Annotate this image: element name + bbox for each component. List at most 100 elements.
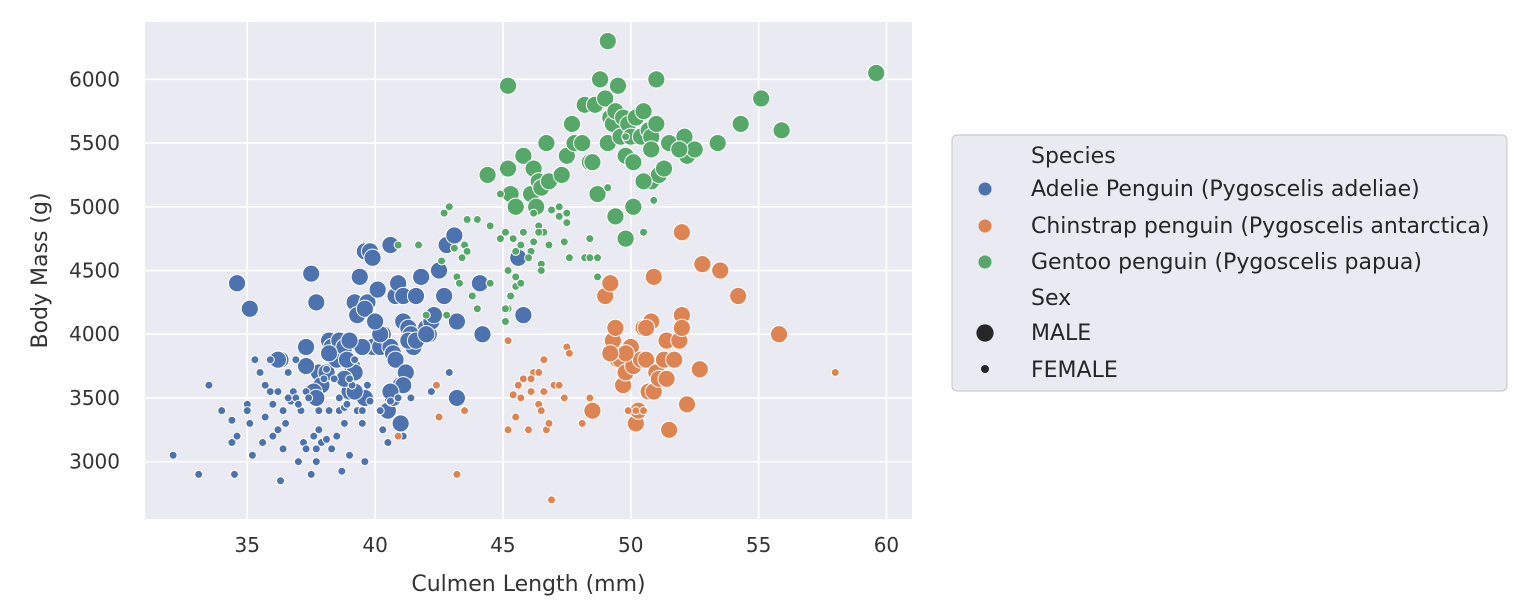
point-gentoo-female	[639, 227, 649, 237]
point-gentoo-male	[588, 184, 607, 204]
point-gentoo-female	[516, 240, 526, 250]
legend-marker-female	[981, 365, 989, 373]
point-adelie-female	[247, 450, 257, 460]
point-gentoo-female	[454, 278, 464, 288]
point-chinstrap-female	[564, 348, 574, 358]
point-gentoo-female	[485, 278, 495, 288]
point-gentoo-female	[529, 208, 539, 218]
point-chinstrap-female	[623, 406, 633, 416]
point-adelie-female	[306, 469, 316, 479]
point-gentoo-male	[590, 70, 610, 89]
point-adelie-female	[194, 469, 204, 479]
point-adelie-female	[327, 444, 337, 454]
point-gentoo-female	[593, 272, 603, 282]
point-adelie-female	[278, 406, 288, 416]
point-gentoo-female	[500, 316, 510, 326]
point-gentoo-female	[564, 253, 574, 263]
point-adelie-male	[406, 286, 426, 306]
point-chinstrap-male	[769, 325, 789, 344]
point-gentoo-male	[562, 114, 582, 134]
point-adelie-female	[278, 444, 288, 454]
point-chinstrap-male	[672, 223, 692, 242]
point-gentoo-female	[393, 240, 403, 250]
point-adelie-male	[412, 267, 431, 286]
point-gentoo-female	[585, 253, 595, 263]
point-gentoo-female	[585, 234, 595, 244]
point-gentoo-female	[554, 211, 564, 221]
point-adelie-female	[268, 431, 278, 441]
point-adelie-male	[350, 267, 369, 286]
point-adelie-female	[309, 431, 319, 441]
legend-label-adelie: Adelie Penguin (Pygoscelis adeliae)	[1031, 177, 1420, 202]
x-tick-label: 55	[746, 533, 771, 557]
point-adelie-male	[368, 280, 387, 299]
point-adelie-female	[242, 406, 252, 416]
legend: Species Adelie Penguin (Pygoscelis adeli…	[951, 134, 1508, 392]
point-gentoo-male	[598, 32, 617, 51]
point-adelie-female	[375, 406, 385, 416]
point-adelie-female	[283, 367, 293, 377]
y-tick-label: 5000	[69, 195, 120, 219]
point-chinstrap-female	[534, 367, 544, 377]
point-chinstrap-male	[637, 318, 656, 337]
point-adelie-female	[311, 457, 321, 467]
point-gentoo-male	[752, 89, 771, 108]
point-gentoo-female	[506, 291, 516, 301]
point-adelie-female	[314, 406, 324, 416]
point-adelie-female	[342, 399, 352, 409]
data-points	[168, 32, 886, 505]
point-adelie-female	[383, 438, 393, 448]
x-tick-label: 35	[235, 533, 260, 557]
point-gentoo-female	[511, 272, 521, 282]
point-chinstrap-female	[524, 425, 533, 435]
point-gentoo-male	[606, 207, 625, 226]
point-gentoo-female	[472, 215, 482, 225]
point-chinstrap-female	[503, 425, 513, 435]
point-gentoo-female	[462, 215, 472, 225]
point-adelie-female	[217, 406, 227, 416]
point-gentoo-male	[498, 76, 518, 95]
point-gentoo-female	[529, 237, 539, 247]
point-chinstrap-female	[539, 355, 549, 365]
point-adelie-male	[296, 337, 316, 357]
point-gentoo-female	[536, 266, 546, 275]
x-tick-label: 50	[618, 533, 643, 557]
point-gentoo-female	[503, 266, 513, 275]
point-chinstrap-male	[677, 395, 697, 414]
point-chinstrap-male	[606, 318, 625, 337]
legend-title-species: Species	[1031, 144, 1116, 169]
point-adelie-female	[273, 425, 283, 435]
point-gentoo-female	[495, 189, 505, 199]
point-gentoo-female	[472, 304, 482, 314]
point-gentoo-female	[621, 132, 631, 142]
point-adelie-male	[435, 286, 454, 306]
point-adelie-female	[393, 393, 403, 403]
point-gentoo-male	[634, 172, 653, 191]
point-gentoo-male	[772, 121, 791, 140]
point-gentoo-female	[442, 310, 452, 320]
point-adelie-female	[337, 466, 347, 476]
point-chinstrap-male	[616, 344, 635, 363]
x-tick-label: 60	[874, 533, 899, 557]
point-chinstrap-female	[518, 374, 528, 384]
legend-title-sex: Sex	[1031, 286, 1071, 311]
point-gentoo-female	[524, 253, 533, 263]
y-tick-label: 3500	[69, 386, 120, 410]
point-chinstrap-female	[452, 469, 462, 479]
point-adelie-female	[273, 387, 283, 397]
point-adelie-male	[302, 264, 321, 283]
point-adelie-female	[293, 457, 303, 467]
point-chinstrap-female	[544, 418, 554, 428]
point-gentoo-female	[593, 253, 603, 263]
point-gentoo-male	[624, 197, 643, 216]
point-adelie-female	[444, 367, 454, 377]
point-gentoo-male	[685, 140, 704, 159]
point-adelie-female	[345, 450, 355, 460]
point-gentoo-male	[634, 102, 653, 121]
point-adelie-male	[355, 299, 374, 318]
point-adelie-female	[314, 425, 324, 435]
legend-label-gentoo: Gentoo penguin (Pygoscelis papua)	[1031, 250, 1422, 275]
legend-marker-adelie	[978, 182, 992, 196]
legend-marker-chinstrap	[978, 219, 992, 233]
point-chinstrap-male	[657, 369, 676, 388]
